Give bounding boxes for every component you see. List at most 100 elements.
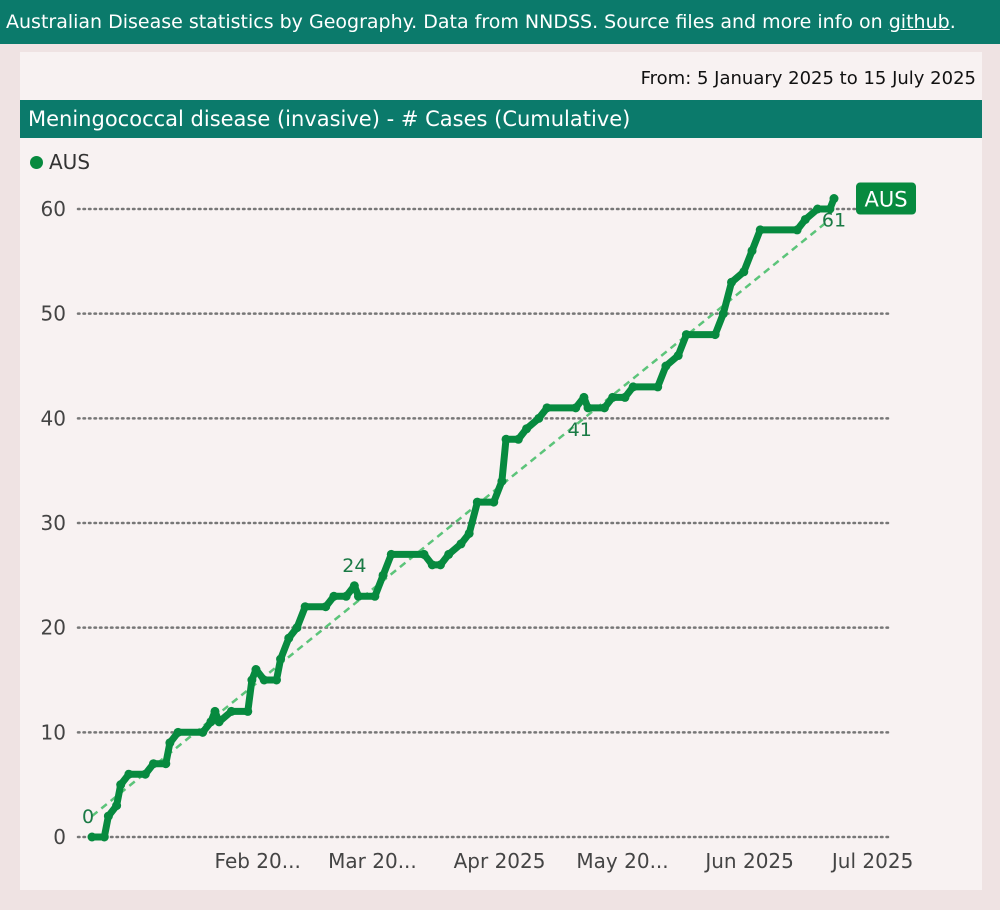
github-link[interactable]: github xyxy=(888,11,950,33)
data-point xyxy=(116,780,126,790)
data-point xyxy=(251,665,261,675)
data-point xyxy=(243,706,253,716)
point-label: 41 xyxy=(568,419,592,441)
data-point xyxy=(739,267,749,277)
data-point xyxy=(608,392,618,402)
data-point xyxy=(620,392,630,402)
data-point xyxy=(206,717,216,727)
data-point xyxy=(148,759,158,769)
data-point xyxy=(329,591,339,601)
data-point xyxy=(198,727,208,737)
data-point xyxy=(534,413,544,423)
data-point xyxy=(653,382,663,392)
data-point xyxy=(349,581,359,591)
y-tick-label: 30 xyxy=(41,511,66,535)
data-point xyxy=(103,811,113,821)
data-point xyxy=(718,309,728,319)
data-point xyxy=(661,361,671,371)
data-point xyxy=(165,738,175,748)
x-tick-label: Feb 20... xyxy=(215,849,301,873)
data-point xyxy=(161,759,171,769)
data-point xyxy=(140,769,150,779)
data-point xyxy=(825,204,835,214)
legend-marker xyxy=(30,155,43,169)
data-point xyxy=(489,497,499,507)
date-range: From: 5 January 2025 to 15 July 2025 xyxy=(640,68,976,89)
y-tick-label: 20 xyxy=(41,616,66,640)
y-tick-label: 60 xyxy=(41,197,66,221)
data-point xyxy=(386,549,396,559)
data-point xyxy=(271,675,281,685)
legend[interactable]: AUS xyxy=(30,150,90,174)
data-point xyxy=(124,769,134,779)
data-point xyxy=(673,351,683,361)
data-point xyxy=(456,539,466,549)
header-text-end: . xyxy=(949,11,956,33)
data-point xyxy=(444,549,454,559)
data-point xyxy=(571,403,581,413)
data-point xyxy=(464,528,474,538)
data-point xyxy=(755,225,765,235)
data-point xyxy=(522,424,532,434)
data-point xyxy=(247,675,257,685)
data-point xyxy=(419,549,429,559)
data-point xyxy=(792,225,802,235)
data-point xyxy=(300,602,310,612)
trend-line xyxy=(91,218,831,818)
data-point xyxy=(579,392,589,402)
header-text: Australian Disease statistics by Geograp… xyxy=(6,11,889,33)
data-point xyxy=(284,633,294,643)
legend-label: AUS xyxy=(49,150,91,174)
point-label: 0 xyxy=(82,806,94,828)
x-tick-label: Apr 2025 xyxy=(454,849,546,873)
data-point xyxy=(513,434,523,444)
line-chart[interactable]: 0 10 20 30 40 50 60 Feb 20... Mar 20... Apr 2025 M… xyxy=(20,52,982,890)
end-label-text: AUS xyxy=(864,188,907,212)
data-point xyxy=(173,727,183,737)
chart-panel: From: 5 January 2025 to 15 July 2025 Men… xyxy=(20,52,982,890)
data-point xyxy=(214,717,224,727)
data-point xyxy=(341,591,351,601)
data-point xyxy=(259,675,269,685)
y-tick-label: 50 xyxy=(41,302,66,326)
data-point xyxy=(727,277,737,287)
y-tick-label: 0 xyxy=(53,825,66,849)
data-point xyxy=(226,706,236,716)
data-point xyxy=(681,330,691,340)
end-label-badge xyxy=(856,182,917,215)
data-point xyxy=(292,623,302,633)
data-point xyxy=(829,194,839,204)
data-point xyxy=(501,434,511,444)
point-label: 24 xyxy=(342,555,366,577)
chart-title: Meningococcal disease (invasive) - # Cas… xyxy=(20,100,982,138)
point-label: 61 xyxy=(822,210,846,232)
y-tick-label: 10 xyxy=(41,720,66,744)
data-point xyxy=(427,560,437,570)
data-point xyxy=(210,706,220,716)
header-bar: Australian Disease statistics by Geograp… xyxy=(0,0,1000,44)
data-point xyxy=(99,832,109,842)
data-point xyxy=(747,246,757,256)
data-point xyxy=(321,602,331,612)
data-point xyxy=(710,330,720,340)
data-point xyxy=(497,476,507,486)
data-point xyxy=(813,204,823,214)
data-point xyxy=(542,403,552,413)
data-point xyxy=(276,654,286,664)
data-point xyxy=(472,497,482,507)
data-point xyxy=(628,382,638,392)
series-line-aus xyxy=(88,195,838,841)
data-point xyxy=(378,570,388,580)
data-point xyxy=(599,403,609,413)
data-point xyxy=(112,801,122,811)
x-tick-label: Mar 20... xyxy=(328,849,417,873)
data-point xyxy=(353,591,363,601)
x-tick-label: May 20... xyxy=(576,849,668,873)
data-point xyxy=(370,591,380,601)
data-point xyxy=(583,403,593,413)
x-tick-label: Jun 2025 xyxy=(703,849,794,873)
data-point xyxy=(800,214,810,224)
data-point xyxy=(87,832,97,842)
y-tick-label: 40 xyxy=(41,406,66,430)
data-point xyxy=(435,560,445,570)
